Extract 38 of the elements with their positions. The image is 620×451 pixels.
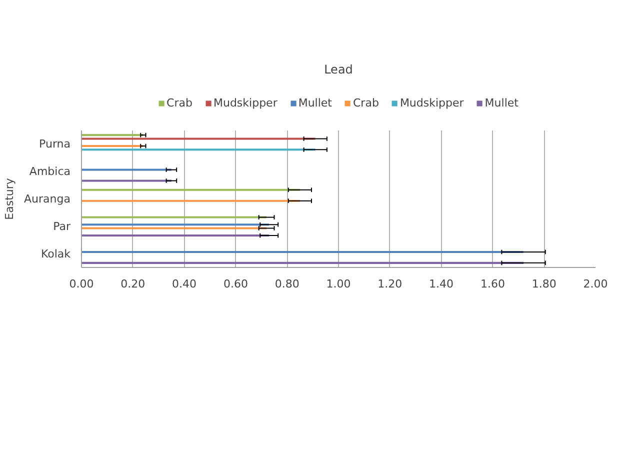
legend-label: Crab: [166, 96, 192, 110]
bar: [82, 200, 300, 202]
legend-label: Mudskipper: [213, 96, 278, 110]
legend-label: Mudskipper: [400, 96, 464, 110]
y-tick-label: Kolak: [40, 247, 72, 260]
bar: [82, 148, 316, 151]
bar: [82, 145, 144, 148]
x-tick-label: 1.60: [480, 278, 505, 290]
bar: [82, 168, 172, 171]
x-tick-label: 1.80: [532, 278, 556, 290]
legend-label: Crab: [353, 96, 379, 110]
bar: [82, 216, 267, 218]
x-tick-label: 0.20: [120, 278, 146, 290]
bar: [82, 180, 172, 182]
bar: [82, 138, 316, 140]
x-tick-label: 1.40: [429, 278, 454, 290]
y-tick-label: Par: [53, 220, 71, 233]
bar: [82, 262, 524, 264]
x-tick-label: 1.20: [378, 278, 402, 290]
x-tick-label: 0.60: [223, 278, 248, 290]
bar: [82, 250, 524, 253]
legend-label: Mullet: [484, 96, 518, 110]
y-tick-label: Purna: [39, 138, 70, 151]
bar: [82, 234, 270, 237]
bar: [82, 224, 270, 226]
chart-title: Lead: [324, 62, 353, 76]
bar: [82, 227, 267, 230]
y-axis-title: Eastury: [3, 178, 16, 220]
x-tick-label: 1.00: [326, 278, 351, 290]
y-tick-label: Ambica: [29, 165, 71, 178]
bar: [82, 134, 144, 136]
x-tick-label: 0.40: [172, 278, 197, 290]
x-tick-label: 0.80: [274, 278, 300, 290]
x-tick-label: 2.00: [583, 278, 608, 290]
bar: [82, 188, 300, 191]
legend-label: Mullet: [298, 96, 332, 110]
x-tick-label: 0.00: [69, 278, 94, 290]
y-tick-label: Auranga: [24, 192, 71, 206]
